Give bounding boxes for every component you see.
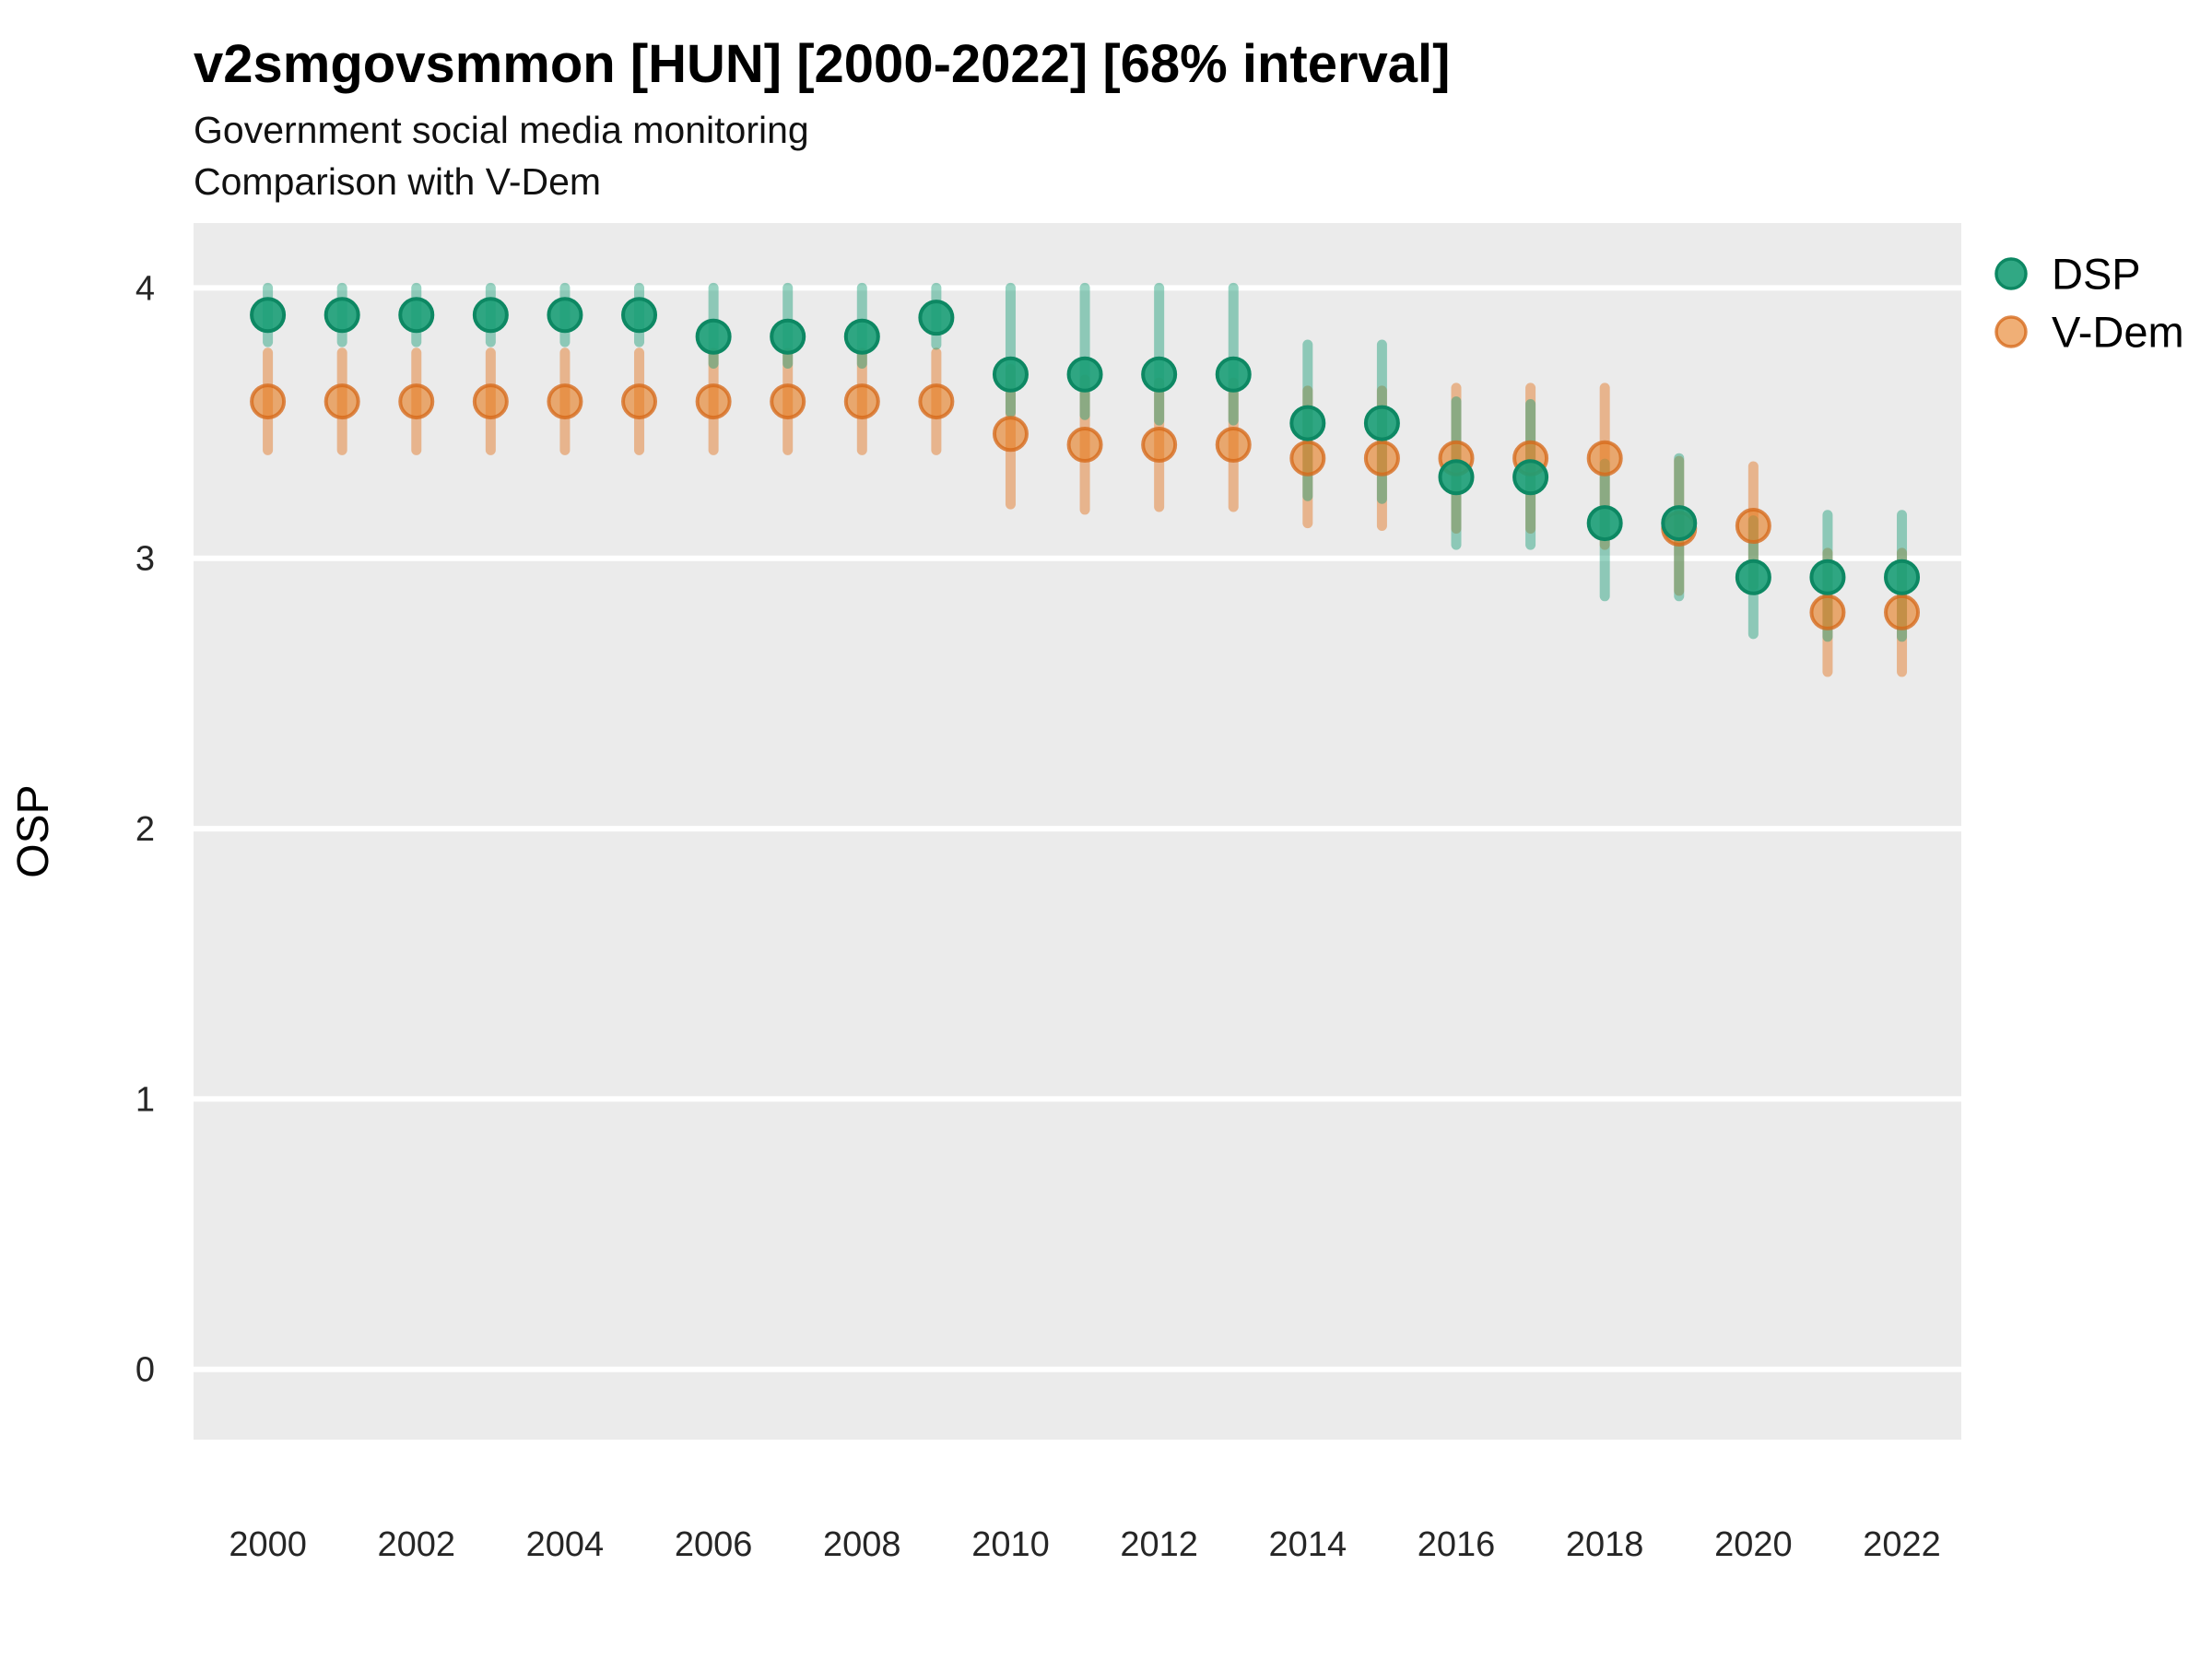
vdem-point-2021 — [1809, 594, 1846, 630]
y-tick-label-0: 0 — [135, 1351, 155, 1390]
vdem-point-2006 — [695, 383, 732, 420]
dsp-point-2020 — [1735, 559, 1771, 595]
x-tick-label-2012: 2012 — [1120, 1525, 1198, 1564]
vdem-point-2013 — [1215, 427, 1252, 464]
chart-title: v2smgovsmmon [HUN] [2000-2022] [68% inte… — [194, 34, 1451, 94]
dsp-point-2005 — [621, 297, 658, 334]
dsp-point-2006 — [695, 318, 732, 355]
dsp-point-2015 — [1363, 405, 1400, 441]
dsp-point-2009 — [918, 300, 955, 336]
dsp-point-2000 — [250, 297, 287, 334]
x-tick-label-2004: 2004 — [526, 1525, 605, 1564]
dsp-point-2021 — [1809, 559, 1846, 595]
dsp-point-2007 — [770, 318, 806, 355]
x-tick-label-2010: 2010 — [971, 1525, 1050, 1564]
dsp-point-2022 — [1884, 559, 1921, 595]
vdem-point-2002 — [398, 383, 435, 420]
vdem-point-2000 — [250, 383, 287, 420]
legend-vdem-swatch — [1994, 315, 2028, 348]
x-tick-label-2008: 2008 — [823, 1525, 901, 1564]
dsp-point-2014 — [1289, 405, 1326, 441]
vdem-point-2007 — [770, 383, 806, 420]
x-tick-label-2014: 2014 — [1269, 1525, 1347, 1564]
dsp-point-2001 — [324, 297, 360, 334]
dsp-point-2013 — [1215, 356, 1252, 393]
x-tick-label-2022: 2022 — [1863, 1525, 1941, 1564]
chart-subtitle-line1: Government social media monitoring — [194, 109, 809, 151]
y-tick-label-2: 2 — [135, 810, 155, 849]
dsp-point-2002 — [398, 297, 435, 334]
y-tick-label-3: 3 — [135, 540, 155, 579]
dsp-point-2019 — [1661, 505, 1698, 542]
vdem-point-2014 — [1289, 440, 1326, 477]
dsp-point-2012 — [1141, 356, 1178, 393]
x-tick-label-2020: 2020 — [1714, 1525, 1793, 1564]
vdem-point-2022 — [1884, 594, 1921, 630]
y-axis-title: OSP — [9, 784, 58, 877]
x-tick-label-2006: 2006 — [675, 1525, 753, 1564]
vdem-point-2010 — [992, 416, 1029, 453]
y-tick-label-4: 4 — [135, 269, 155, 308]
dsp-point-2018 — [1586, 505, 1623, 542]
y-tick-label-1: 1 — [135, 1080, 155, 1119]
dsp-point-2017 — [1512, 459, 1549, 496]
legend-dsp-label: DSP — [2052, 250, 2141, 299]
dsp-point-2016 — [1438, 459, 1475, 496]
x-tick-label-2002: 2002 — [377, 1525, 455, 1564]
vdem-point-2008 — [843, 383, 880, 420]
dsp-point-2003 — [472, 297, 509, 334]
vdem-point-2001 — [324, 383, 360, 420]
chart-subtitle-line2: Comparison with V-Dem — [194, 160, 602, 203]
vdem-point-2015 — [1363, 440, 1400, 477]
vdem-point-2018 — [1586, 440, 1623, 477]
legend-vdem-label: V-Dem — [2052, 308, 2184, 357]
dsp-point-2004 — [547, 297, 583, 334]
dsp-point-2010 — [992, 356, 1029, 393]
vdem-point-2004 — [547, 383, 583, 420]
legend-dsp-swatch — [1994, 257, 2028, 290]
vdem-point-2009 — [918, 383, 955, 420]
vdem-point-2020 — [1735, 508, 1771, 545]
vdem-point-2003 — [472, 383, 509, 420]
x-tick-label-2018: 2018 — [1566, 1525, 1644, 1564]
x-tick-label-2000: 2000 — [229, 1525, 307, 1564]
x-tick-label-2016: 2016 — [1418, 1525, 1496, 1564]
vdem-point-2011 — [1066, 427, 1103, 464]
dsp-point-2008 — [843, 318, 880, 355]
dsp-point-2011 — [1066, 356, 1103, 393]
vdem-point-2005 — [621, 383, 658, 420]
vdem-point-2012 — [1141, 427, 1178, 464]
